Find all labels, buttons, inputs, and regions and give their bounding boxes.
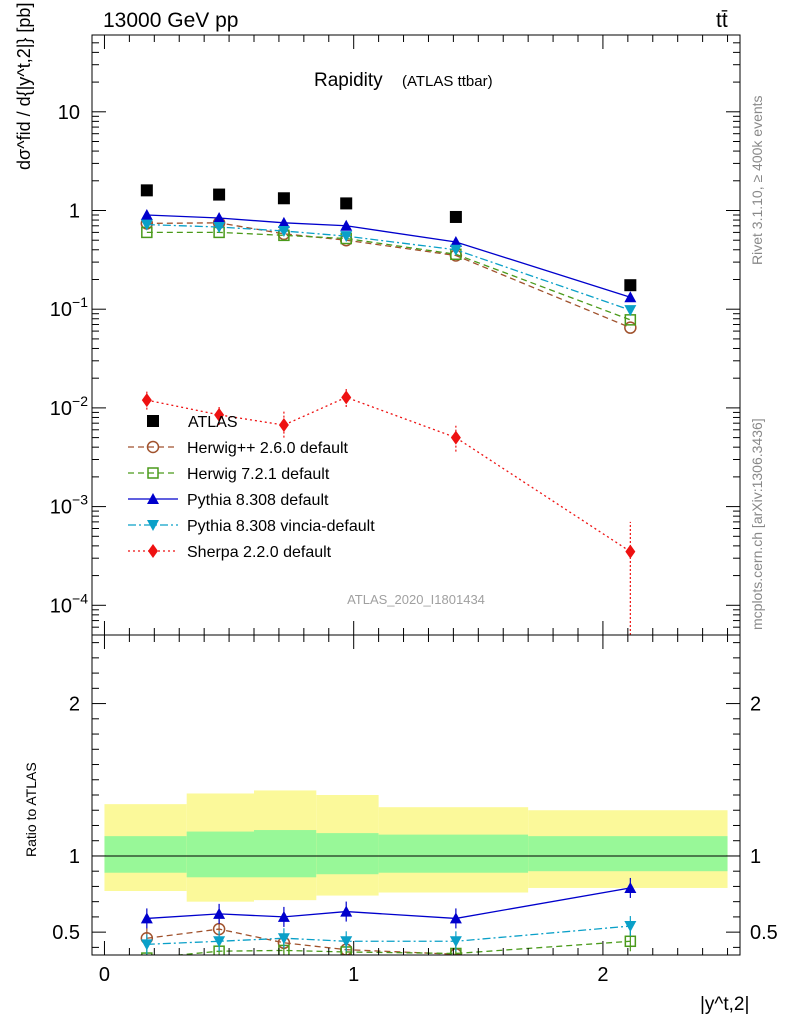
ratio-point — [449, 912, 462, 924]
y-tick-label: 10−1 — [50, 294, 88, 321]
rivet-label-text: Rivet 3.1.10, ≥ 400k events — [749, 95, 765, 265]
data-point — [213, 211, 226, 223]
x-tick-label: 0 — [99, 964, 110, 986]
data-point — [624, 291, 637, 303]
legend-label: ATLAS — [188, 414, 238, 431]
main-y-axis-label: dσ^fid / d{|y^t,2|} [pb] — [14, 3, 34, 170]
ratio-point — [140, 912, 153, 924]
chart-title: Rapidity — [314, 70, 383, 91]
ratio-line — [146, 928, 472, 955]
data-point — [340, 231, 353, 243]
ratio-point — [277, 910, 290, 922]
data-point — [213, 188, 226, 201]
data-point — [141, 393, 152, 408]
data-point — [340, 219, 353, 231]
mcplots-label-text: mcplots.cern.ch [arXiv:1306.3436] — [749, 418, 765, 630]
series-line — [146, 231, 631, 321]
y-tick-label: 10 — [58, 102, 80, 124]
series-line — [146, 223, 631, 311]
legend-label: Pythia 8.308 vincia-default — [187, 518, 375, 535]
ratio-panel: 0.5 0.5 1 1 2 2 0 1 2 — [52, 634, 778, 986]
legend-marker — [147, 520, 159, 531]
series-line — [146, 222, 631, 329]
ratio-point — [624, 881, 637, 893]
y-tick-label: 10−2 — [50, 393, 88, 420]
data-point — [449, 210, 462, 223]
legend-marker — [147, 467, 159, 479]
legend-label: Sherpa 2.2.0 default — [187, 544, 332, 561]
legend-marker — [147, 415, 159, 427]
uncertainty-band-inner — [528, 836, 728, 872]
series-line — [146, 396, 631, 553]
data-point — [277, 216, 290, 228]
data-point — [214, 407, 225, 422]
legend-label: Pythia 8.308 default — [187, 492, 329, 509]
data-point — [140, 219, 153, 231]
process-label: tt̄ — [716, 9, 728, 32]
series-line — [146, 214, 631, 298]
ratio-point — [277, 933, 290, 945]
main-y-axis-label-text: dσ^fid / d{|y^t,2|} [pb] — [14, 3, 34, 170]
ratio-y-axis-label-text: Ratio to ATLAS — [23, 762, 39, 857]
data-point — [624, 279, 637, 292]
ratio-point — [624, 921, 637, 933]
uncertainty-band-inner — [254, 830, 317, 878]
legend-label: Herwig 7.2.1 default — [187, 466, 330, 483]
uncertainty-band-inner — [378, 834, 529, 873]
data-point — [213, 222, 226, 234]
x-tick-label: 1 — [348, 964, 359, 986]
x-axis-label: |y^t,2| — [700, 994, 749, 1015]
legend-marker — [148, 544, 158, 558]
analysis-watermark: ATLAS_2020_I1801434 — [347, 592, 485, 607]
y-tick-label: 10−4 — [50, 590, 88, 617]
ratio-line — [172, 940, 631, 955]
legend-label: Herwig++ 2.6.0 default — [187, 440, 349, 457]
chart-subtitle: (ATLAS ttbar) — [402, 73, 493, 90]
main-panel: 10−4 10−3 10−2 10−1 1 10 Rapidity (ATLAS ttba… — [50, 34, 741, 636]
ratio-point — [213, 907, 226, 919]
ratio-y-tick-label-right: 1 — [750, 846, 761, 868]
ratio-y-tick-label: 1 — [69, 846, 80, 868]
ratio-y-tick-label-right: 2 — [750, 694, 761, 716]
data-point — [624, 305, 637, 317]
ratio-point — [340, 936, 353, 948]
mcplots-label: mcplots.cern.ch [arXiv:1306.3436] — [749, 418, 765, 630]
data-point — [625, 544, 636, 559]
ratio-point — [625, 965, 636, 976]
ratio-y-tick-label: 0.5 — [52, 922, 80, 944]
ratio-y-tick-label-right: 0.5 — [750, 922, 778, 944]
uncertainty-band-inner — [104, 836, 187, 873]
x-tick-label: 2 — [597, 964, 608, 986]
legend-marker — [146, 440, 160, 454]
ratio-line — [146, 887, 631, 920]
uncertainty-band-inner — [316, 833, 379, 875]
energy-label: 13000 GeV pp — [103, 9, 238, 32]
data-point — [140, 209, 153, 221]
data-point — [277, 225, 290, 237]
data-point — [341, 390, 352, 405]
legend-marker — [147, 493, 159, 504]
data-point — [277, 192, 290, 205]
data-point — [449, 244, 462, 256]
legend: ATLAS Herwig++ 2.6.0 default Herwig 7.2.1 … — [128, 414, 375, 561]
ratio-point — [449, 936, 462, 948]
data-point — [140, 184, 153, 197]
ratio-point — [624, 935, 637, 948]
data-point — [340, 197, 353, 210]
ratio-y-tick-label: 2 — [69, 694, 80, 716]
ratio-point — [140, 939, 153, 951]
data-point — [449, 235, 462, 247]
ratio-point — [213, 936, 226, 948]
data-point — [278, 418, 289, 433]
data-point — [624, 321, 637, 334]
ratio-point — [340, 905, 353, 917]
ratio-y-axis-label: Ratio to ATLAS — [23, 762, 39, 857]
ratio-line — [146, 925, 631, 945]
y-tick-label: 1 — [69, 200, 80, 222]
y-tick-label: 10−3 — [50, 492, 88, 519]
rivet-label: Rivet 3.1.10, ≥ 400k events — [749, 95, 765, 265]
data-point — [450, 430, 461, 445]
uncertainty-band-inner — [186, 831, 254, 878]
